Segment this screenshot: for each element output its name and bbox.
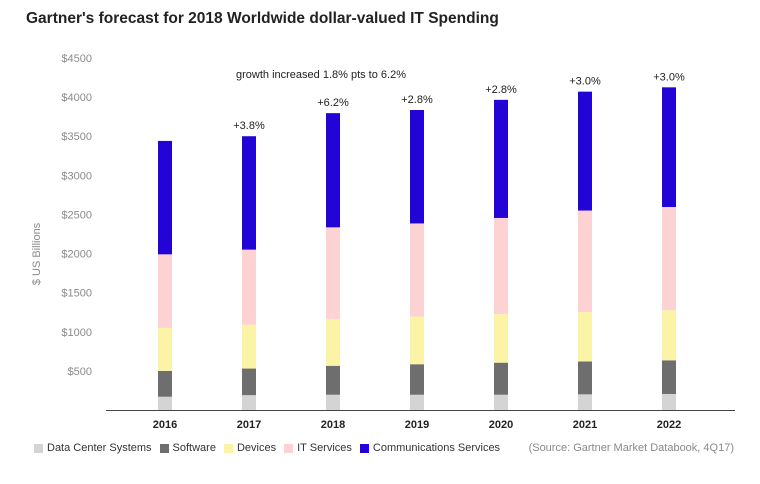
legend-swatch xyxy=(34,443,43,453)
bar-segment-devices-2016 xyxy=(158,327,172,371)
bar-segment-software-2016 xyxy=(158,370,172,397)
legend-item-devices: Devices xyxy=(223,442,277,454)
x-tick-label: 2019 xyxy=(405,419,429,431)
x-tick-label: 2020 xyxy=(489,419,513,431)
stacked-bar-chart: $500 $1000 $1500 $2000 $2500 $3000 $3500 $4000 $… xyxy=(31,53,735,431)
legend-item-data-center-systems: Data Center Systems xyxy=(34,442,152,454)
y-tick-label: $500 xyxy=(68,366,92,378)
legend-swatch xyxy=(284,443,294,453)
bar-segment-software-2017 xyxy=(242,368,256,396)
growth-label-2017: +3.8% xyxy=(233,120,265,132)
x-tick-label: 2016 xyxy=(153,419,177,431)
legend-label: Devices xyxy=(236,442,277,454)
bar-segment-communications-services-2021 xyxy=(578,91,592,211)
bar-segment-communications-services-2018 xyxy=(326,113,340,228)
growth-label-2019: +2.8% xyxy=(401,94,433,106)
bar-segment-communications-services-2022 xyxy=(662,87,676,208)
bar-segment-data-center-systems-2016 xyxy=(158,396,172,410)
bar-segment-communications-services-2017 xyxy=(242,136,256,250)
growth-annotation: growth increased 1.8% pts to 6.2% xyxy=(236,69,406,81)
legend-item-software: Software xyxy=(159,442,216,454)
chart-title: Gartner's forecast for 2018 Worldwide do… xyxy=(26,10,499,27)
bar-segment-data-center-systems-2020 xyxy=(494,394,508,410)
x-tick-label: 2018 xyxy=(321,419,345,431)
legend-swatch xyxy=(359,443,369,453)
y-tick-label: $1000 xyxy=(61,327,92,339)
bar-segment-it-services-2020 xyxy=(494,217,508,315)
y-axis-label: $ US Billions xyxy=(31,222,43,285)
source-note: (Source: Gartner Market Databook, 4Q17) xyxy=(528,442,734,454)
bar-segment-it-services-2022 xyxy=(662,207,676,311)
legend-item-communications-services: Communications Services xyxy=(359,442,501,454)
legend-item-it-services: IT Services xyxy=(284,442,352,454)
legend-label: Data Center Systems xyxy=(47,442,152,454)
legend-label: Communications Services xyxy=(372,442,501,454)
bar-segment-it-services-2016 xyxy=(158,254,172,328)
bar-segment-data-center-systems-2021 xyxy=(578,394,592,410)
bar-segment-devices-2020 xyxy=(494,314,508,363)
x-tick-label: 2017 xyxy=(237,419,261,431)
y-tick-label: $4500 xyxy=(61,53,92,65)
y-tick-label: $1500 xyxy=(61,288,92,300)
x-tick-label: 2021 xyxy=(573,419,597,431)
bar-segment-devices-2022 xyxy=(662,310,676,361)
bar-segment-software-2021 xyxy=(578,361,592,395)
bar-segment-data-center-systems-2022 xyxy=(662,393,676,410)
bar-segment-it-services-2021 xyxy=(578,210,592,313)
bar-segment-data-center-systems-2017 xyxy=(242,395,256,410)
bar-segment-software-2020 xyxy=(494,362,508,395)
bar-segment-devices-2017 xyxy=(242,324,256,369)
legend-label: Software xyxy=(172,442,216,454)
bar-segment-devices-2021 xyxy=(578,312,592,362)
bar-segment-it-services-2018 xyxy=(326,227,340,319)
bar-segment-data-center-systems-2019 xyxy=(410,394,424,410)
growth-label-2018: +6.2% xyxy=(317,97,349,109)
bar-segment-devices-2018 xyxy=(326,318,340,366)
bar-segment-communications-services-2019 xyxy=(410,110,424,224)
y-tick-label: $4000 xyxy=(61,92,92,104)
bar-segment-software-2018 xyxy=(326,365,340,395)
bar-segment-data-center-systems-2018 xyxy=(326,394,340,410)
bar-segment-software-2022 xyxy=(662,360,676,394)
chart-legend: Data Center Systems Software Devices IT Ser… xyxy=(34,442,508,454)
bar-segment-it-services-2019 xyxy=(410,223,424,317)
growth-label-2020: +2.8% xyxy=(485,84,517,96)
y-tick-label: $2500 xyxy=(61,209,92,221)
y-tick-label: $2000 xyxy=(61,249,92,261)
growth-label-2021: +3.0% xyxy=(569,76,601,88)
growth-label-2022: +3.0% xyxy=(653,71,685,83)
legend-swatch xyxy=(223,443,233,453)
x-tick-label: 2022 xyxy=(657,419,681,431)
bar-segment-communications-services-2020 xyxy=(494,99,508,218)
y-tick-label: $3500 xyxy=(61,131,92,143)
legend-swatch xyxy=(159,443,169,453)
bar-segment-communications-services-2016 xyxy=(158,140,172,255)
bar-segment-it-services-2017 xyxy=(242,249,256,325)
legend-label: IT Services xyxy=(297,442,352,454)
bar-segment-software-2019 xyxy=(410,364,424,395)
y-tick-label: $3000 xyxy=(61,170,92,182)
bar-segment-devices-2019 xyxy=(410,316,424,365)
